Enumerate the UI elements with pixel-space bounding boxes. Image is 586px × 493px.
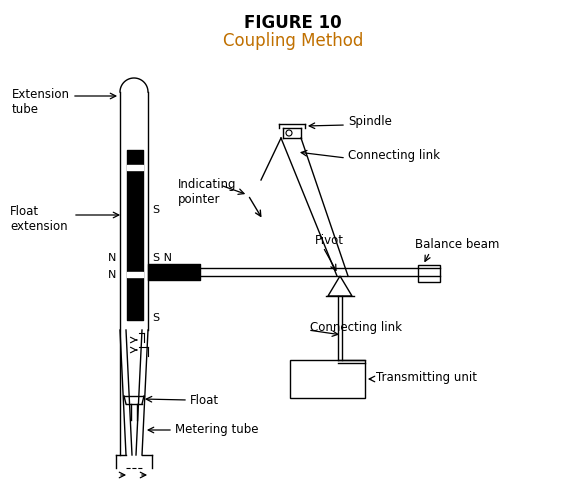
Text: S: S (152, 205, 159, 215)
Text: Float
extension: Float extension (10, 205, 67, 233)
Polygon shape (328, 276, 352, 296)
Text: S N: S N (153, 253, 172, 263)
Text: Pivot: Pivot (315, 234, 344, 246)
Circle shape (286, 130, 292, 136)
Text: Extension
tube: Extension tube (12, 88, 70, 116)
Text: N: N (108, 253, 116, 263)
Text: Balance beam: Balance beam (415, 239, 499, 251)
Text: Coupling Method: Coupling Method (223, 32, 363, 50)
Text: N: N (108, 270, 116, 280)
Text: Connecting link: Connecting link (310, 320, 402, 333)
Text: Connecting link: Connecting link (348, 148, 440, 162)
Bar (418, 265, 440, 282)
Text: Float: Float (190, 393, 219, 407)
Text: FIGURE 10: FIGURE 10 (244, 14, 342, 32)
Text: Spindle: Spindle (348, 115, 392, 129)
Text: S: S (152, 313, 159, 323)
Bar (290, 360, 365, 398)
Text: Transmitting unit: Transmitting unit (376, 372, 477, 385)
Text: Metering tube: Metering tube (175, 423, 258, 436)
Text: Indicating
pointer: Indicating pointer (178, 178, 237, 206)
